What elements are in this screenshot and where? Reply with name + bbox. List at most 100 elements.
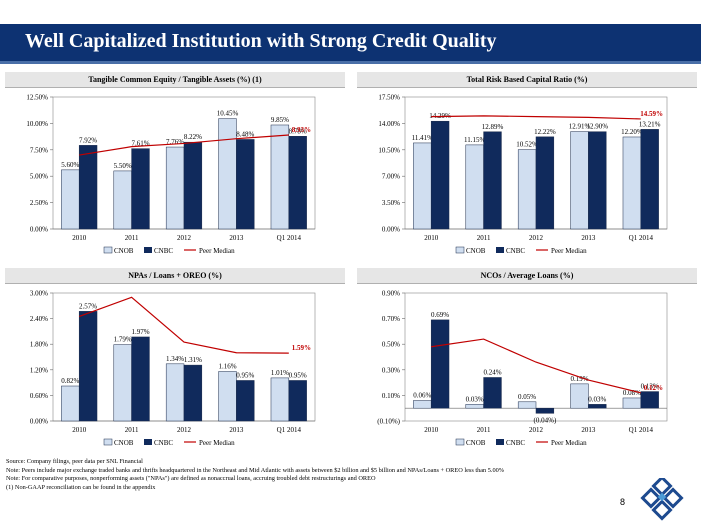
data-label: 0.24% (483, 368, 501, 376)
cnbc-bar (78, 311, 98, 422)
chart-1-header: Tangible Common Equity / Tangible Assets… (5, 72, 345, 88)
y-tick-label: 0.50% (382, 341, 400, 349)
x-tick-label: 2011 (477, 426, 491, 434)
data-label: 0.69% (431, 311, 449, 319)
y-tick-label: 7.50% (30, 146, 48, 154)
data-label: 0.03% (588, 395, 606, 403)
y-tick-label: 0.90% (382, 290, 400, 298)
y-tick-label: 5.00% (30, 173, 48, 181)
x-tick-label: 2012 (529, 234, 544, 242)
legend-label-cnob: CNOB (114, 439, 134, 447)
legend-swatch-cnbc (144, 439, 152, 445)
cnbc-bar (640, 129, 659, 230)
data-label: 8.78% (289, 127, 307, 135)
page-number: 8 (620, 497, 626, 507)
legend-label-median: Peer Median (551, 439, 587, 447)
y-tick-label: 17.50% (378, 94, 400, 102)
cnob-bar (413, 400, 432, 409)
footnote-non-gaap: (1) Non-GAAP reconciliation can be found… (6, 483, 156, 491)
ncos-avg-loans-chart: (0.10%) 0.10% 0.30% 0.50% 0.70% 0.90% 2010 0.06… (377, 290, 668, 447)
data-label: 12.89% (482, 123, 504, 131)
data-label: 8.48% (236, 130, 254, 138)
cnob-bar (165, 146, 185, 230)
y-tick-label: 0.10% (382, 392, 400, 400)
x-tick-label: Q1 2014 (629, 426, 654, 434)
cnob-bar (622, 136, 642, 230)
data-label: 13.21% (639, 120, 661, 128)
cnbc-bar (288, 380, 307, 422)
cnbc-bar (236, 380, 255, 422)
tce-ta-chart: 0.00% 2.50% 5.00% 7.50% 10.00% 12.50% 2010 5.60… (26, 94, 316, 255)
cnob-bar (465, 144, 484, 230)
x-tick-label: 2013 (229, 426, 244, 434)
legend-label-cnbc: CNBC (154, 439, 173, 447)
cnbc-bar (483, 131, 502, 230)
cnbc-bar (183, 141, 203, 230)
data-label: 0.05% (518, 393, 536, 401)
peer-median-label: 8.93% (292, 126, 311, 134)
y-tick-label: 12.50% (26, 94, 48, 102)
cnob-bar (113, 344, 132, 422)
legend-label-cnob: CNOB (114, 247, 134, 255)
x-tick-label: Q1 2014 (277, 234, 302, 242)
legend-label-cnob: CNOB (466, 439, 486, 447)
data-label: 7.92% (79, 136, 97, 144)
cnob-bar (517, 149, 537, 230)
cnbc-bar (535, 136, 555, 230)
y-tick-label: 2.50% (30, 199, 48, 207)
cnob-bar (517, 401, 537, 409)
legend-swatch-cnob (103, 438, 113, 446)
data-label: 0.03% (466, 395, 484, 403)
page-title: Well Capitalized Institution with Strong… (25, 30, 497, 52)
footnote-npas: Note: For comparative purposes, nonperfo… (6, 475, 376, 483)
legend-swatch-cnbc (496, 247, 504, 253)
x-tick-label: 2012 (529, 426, 544, 434)
y-tick-label: 10.00% (26, 120, 48, 128)
y-tick-label: 0.00% (30, 418, 48, 426)
title-accent-line (0, 61, 701, 64)
x-tick-label: 2010 (424, 426, 439, 434)
x-tick-label: Q1 2014 (629, 234, 654, 242)
data-label: 0.95% (236, 371, 254, 379)
data-label: 11.15% (464, 136, 485, 144)
x-tick-label: 2011 (125, 426, 139, 434)
cnob-bar (270, 124, 290, 230)
x-tick-label: 2013 (581, 426, 596, 434)
chart-3-header: NPAs / Loans + OREO (%) (5, 268, 345, 284)
cnbc-bar (588, 131, 607, 230)
y-tick-label: 1.80% (30, 341, 48, 349)
cnob-bar (465, 404, 484, 409)
cnob-bar (622, 397, 642, 409)
data-label: 1.31% (184, 356, 202, 364)
cnbc-bar (288, 136, 307, 230)
legend-label-median: Peer Median (199, 439, 235, 447)
x-tick-label: 2010 (72, 426, 87, 434)
y-tick-label: 0.00% (382, 226, 400, 234)
peer-median-line (431, 115, 641, 120)
cnbc-bar (183, 364, 203, 422)
title-bar: Well Capitalized Institution with Strong… (0, 24, 701, 64)
chart-4-header: NCOs / Average Loans (%) (357, 268, 697, 284)
legend-swatch-cnob (455, 246, 465, 254)
legend-label-cnob: CNOB (466, 247, 486, 255)
y-tick-label: 3.50% (382, 199, 400, 207)
x-tick-label: 2011 (125, 234, 139, 242)
cnob-bar (570, 131, 589, 230)
footnote-source: Source: Company filings, peer data per S… (6, 458, 143, 465)
cnbc-bar (78, 145, 98, 230)
peer-median-line (79, 134, 289, 156)
data-label: 12.90% (587, 123, 609, 131)
cnbc-bar (131, 336, 150, 422)
data-label: 11.41% (412, 134, 433, 142)
legend-label-median: Peer Median (551, 247, 587, 255)
cnbc-bar (236, 139, 255, 230)
x-tick-label: Q1 2014 (277, 426, 302, 434)
cnbc-bar (483, 377, 502, 409)
data-label: 7.61% (131, 140, 149, 148)
bank-logo-icon (640, 478, 684, 521)
data-label: 1.16% (218, 363, 236, 371)
cnbc-bar (131, 148, 150, 230)
data-label: 12.91% (569, 123, 591, 131)
data-label: 1.34% (166, 355, 184, 363)
x-tick-label: 2013 (229, 234, 244, 242)
